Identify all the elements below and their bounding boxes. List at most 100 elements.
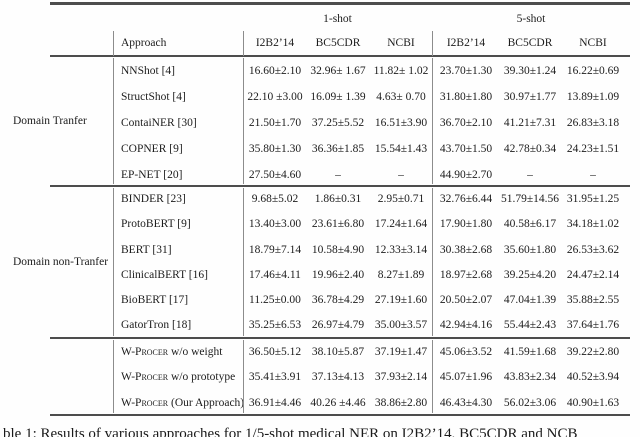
score-cell: 39.30±1.24 [503,65,557,77]
score-cell: 8.27±1.89 [377,269,425,281]
score-cell: 26.97±4.79 [311,319,365,331]
score-cell: – [335,169,341,181]
approach-name: NNShot [4] [121,65,175,77]
score-cell: 31.80±1.80 [439,91,493,103]
score-cell: 37.93±2.14 [374,371,428,383]
approach-name: EP-NET [20] [121,169,183,181]
score-cell: 30.97±1.77 [503,91,557,103]
group1-bottom-rule [50,185,630,187]
column-divider [432,31,433,56]
score-cell: 40.58±6.17 [503,218,557,230]
score-cell: 37.64±1.76 [566,319,620,331]
score-cell: 24.23±1.51 [566,143,620,155]
score-cell: 2.95±0.71 [377,193,425,205]
score-cell: 37.19±1.47 [374,346,428,358]
score-cell: 44.90±2.70 [439,169,493,181]
score-cell: 45.07±1.96 [439,371,493,383]
approach-name: ClinicalBERT [16] [121,269,208,281]
score-cell: 37.13±4.13 [311,371,365,383]
group-label-domain-non-transfer: Domain non-Tranfer [13,256,109,268]
score-cell: 40.52±3.94 [566,371,620,383]
score-cell: 11.25±0.00 [249,294,301,306]
approach-cell: COPNER [9] [121,140,242,158]
score-cell: 47.04±1.39 [503,294,557,306]
header-approach: Approach [121,37,167,49]
score-cell: 35.60±1.80 [503,244,557,256]
score-cell: 40.26 ±4.46 [310,397,366,409]
score-cell: 43.70±1.50 [439,143,493,155]
score-cell: 37.25±5.52 [311,117,365,129]
score-cell: 38.86±2.80 [374,397,428,409]
score-cell: 36.78±4.29 [311,294,365,306]
approach-name: ContaiNER [30] [121,117,197,129]
score-cell: 32.76±6.44 [439,193,493,205]
approach-cell: BioBERT [17] [121,291,242,309]
score-cell: 46.43±4.30 [439,397,493,409]
header-dataset-bc5cdr-1shot: BC5CDR [315,37,361,49]
score-cell: 13.89±1.09 [566,91,620,103]
score-cell: 42.78±0.34 [503,143,557,155]
approach-cell: StructShot [4] [121,88,242,106]
score-cell: 18.97±2.68 [439,269,493,281]
approach-cell: ContaiNER [30] [121,114,242,132]
score-cell: 11.82± 1.02 [373,65,429,77]
table-top-rule [50,2,630,5]
score-cell: – [527,169,533,181]
approach-name-smallcaps: W-Procer [121,397,169,409]
approach-cell: W-Procer w/o weight [121,343,242,361]
approach-name: BERT [31] [121,244,172,256]
score-cell: 36.50±5.12 [248,346,302,358]
column-divider [113,340,114,413]
score-cell: 24.47±2.14 [566,269,620,281]
column-divider [432,188,433,336]
approach-name-smallcaps: W-Procer [121,371,169,383]
score-cell: – [398,169,404,181]
approach-cell: ProtoBERT [9] [121,215,242,233]
approach-cell: BERT [31] [121,241,242,259]
score-cell: 51.79±14.56 [500,193,560,205]
score-cell: 13.40±3.00 [248,218,302,230]
score-cell: 4.63± 0.70 [376,91,426,103]
score-cell: 55.44±2.43 [503,319,557,331]
approach-name: w/o weight [168,346,223,358]
approach-cell: ClinicalBERT [16] [121,266,242,284]
column-divider [243,188,244,336]
score-cell: 9.68±5.02 [251,193,299,205]
score-cell: 39.25±4.20 [503,269,557,281]
score-cell: 45.06±3.52 [439,346,493,358]
score-cell: 35.00±3.57 [374,319,428,331]
score-cell: 35.41±3.91 [248,371,302,383]
score-cell: 12.33±3.14 [374,244,428,256]
column-divider [432,58,433,184]
score-cell: 26.53±3.62 [566,244,620,256]
score-cell: 23.61±6.80 [311,218,365,230]
approach-name: COPNER [9] [121,143,183,155]
approach-name: (Our Approach) [168,397,245,409]
score-cell: 26.83±3.18 [566,117,620,129]
approach-name-smallcaps: W-Procer [121,346,169,358]
approach-cell: W-Procer w/o prototype [121,368,242,386]
score-cell: 39.22±2.80 [566,346,620,358]
approach-name: ProtoBERT [9] [121,218,191,230]
score-cell: 56.02±3.06 [503,397,557,409]
column-divider [113,31,114,56]
approach-cell: NNShot [4] [121,62,242,80]
approach-name: BINDER [23] [121,193,186,205]
score-cell: 21.50±1.70 [248,117,302,129]
score-cell: 18.79±7.14 [248,244,302,256]
score-cell: 42.94±4.16 [439,319,493,331]
score-cell: 35.88±2.55 [566,294,620,306]
score-cell: 31.95±1.25 [566,193,620,205]
approach-cell: EP-NET [20] [121,166,242,184]
score-cell: 36.70±2.10 [439,117,493,129]
table-bottom-rule [50,414,630,417]
score-cell: 19.96±2.40 [311,269,365,281]
group2-bottom-rule [50,337,630,339]
header-bottom-rule [50,55,630,57]
header-dataset-i2b2-5shot: I2B2’14 [446,37,486,49]
score-cell: 17.24±1.64 [374,218,428,230]
score-cell: 27.50±4.60 [248,169,302,181]
score-cell: 1.86±0.31 [314,193,362,205]
header-1shot: 1-shot [323,13,352,25]
approach-name: BioBERT [17] [121,294,189,306]
